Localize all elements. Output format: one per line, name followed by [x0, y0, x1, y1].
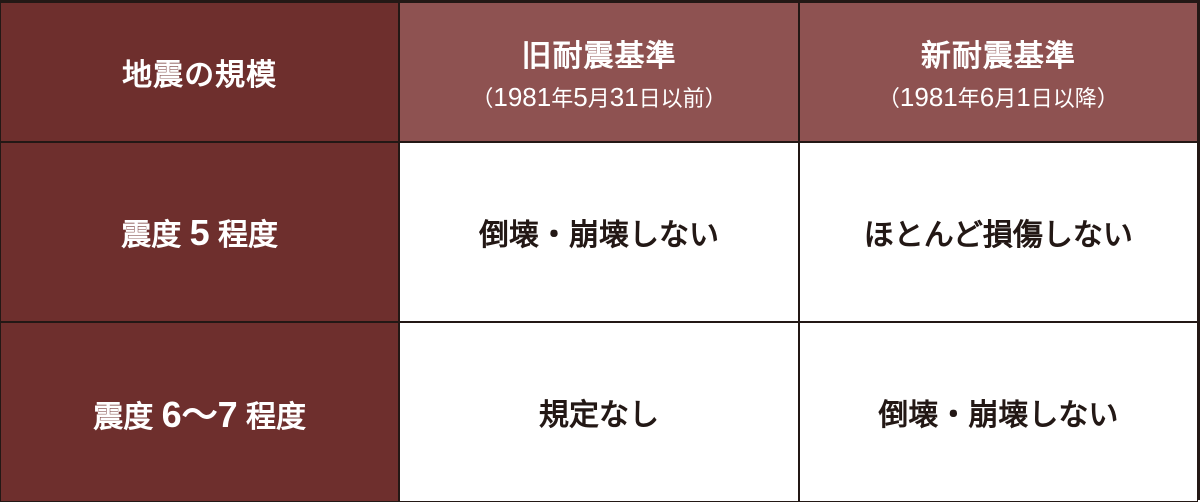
header-old-main: 旧耐震基準	[521, 31, 676, 75]
header-new-sub: （1981年6月1日以降）	[878, 81, 1119, 113]
cell-row1-old: 倒壊・崩壊しない	[399, 142, 798, 322]
header-cell-scale: 地震の規模	[0, 2, 399, 142]
header-cell-old-standard: 旧耐震基準 （1981年5月31日以前）	[399, 2, 798, 142]
row2-scale: 震度 6～7 程度	[93, 386, 306, 438]
row1-scale: 震度 5 程度	[121, 210, 278, 254]
row-header-intensity-5: 震度 5 程度	[0, 142, 399, 322]
cell-row2-old: 規定なし	[399, 322, 798, 502]
row1-new-text: ほとんど損傷しない	[864, 210, 1133, 254]
row-header-intensity-6-7: 震度 6～7 程度	[0, 322, 399, 502]
cell-row1-new: ほとんど損傷しない	[799, 142, 1198, 322]
row2-old-text: 規定なし	[539, 390, 659, 434]
seismic-standards-table: 地震の規模 旧耐震基準 （1981年5月31日以前） 新耐震基準 （1981年6…	[0, 0, 1200, 500]
cell-row2-new: 倒壊・崩壊しない	[799, 322, 1198, 502]
header-new-main: 新耐震基準	[921, 31, 1076, 75]
header-cell-new-standard: 新耐震基準 （1981年6月1日以降）	[799, 2, 1198, 142]
row1-old-text: 倒壊・崩壊しない	[479, 210, 719, 254]
header-scale-label: 地震の規模	[122, 50, 277, 94]
row2-new-text: 倒壊・崩壊しない	[878, 390, 1118, 434]
header-old-sub: （1981年5月31日以前）	[471, 81, 726, 113]
